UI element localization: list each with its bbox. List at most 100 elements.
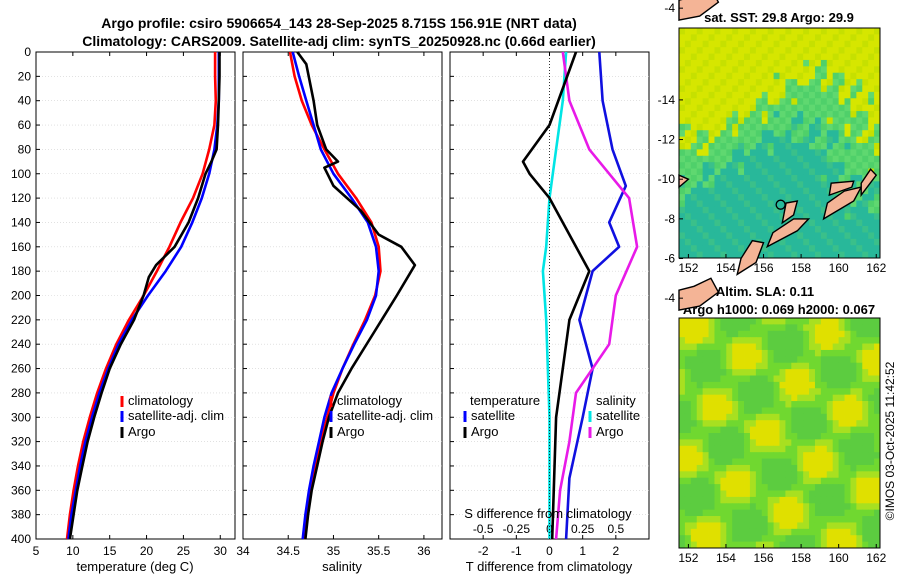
map-cell <box>803 330 810 338</box>
map-cell <box>708 349 715 357</box>
map-cell <box>684 490 692 498</box>
map-cell <box>714 503 721 511</box>
map-cell <box>820 471 828 479</box>
map-cell <box>732 413 739 421</box>
map-cell <box>874 79 881 86</box>
map-cell <box>874 516 881 523</box>
map-cell <box>708 477 715 485</box>
map-cell <box>738 394 745 402</box>
map-cell <box>690 337 698 344</box>
map-cell <box>679 471 686 479</box>
map-cell <box>820 407 828 415</box>
map-cell <box>797 503 804 511</box>
map-cell <box>755 420 763 428</box>
map-cell <box>850 219 857 227</box>
map-cell <box>814 324 822 332</box>
map-cell <box>844 490 851 498</box>
map-cell <box>826 47 834 54</box>
map-cell <box>761 452 769 459</box>
map-cell <box>874 174 881 182</box>
map-cell <box>773 149 780 157</box>
map-cell <box>779 40 786 48</box>
map-cell <box>708 143 715 150</box>
map-cell <box>767 143 774 150</box>
map-cell <box>797 330 804 338</box>
map-cell <box>732 349 739 357</box>
map-cell <box>803 407 810 415</box>
map-cell <box>767 522 774 530</box>
map-cell <box>868 356 875 364</box>
map-cell <box>720 232 727 240</box>
map-cell <box>826 503 834 511</box>
map-cell <box>714 509 721 517</box>
map-cell <box>803 117 810 125</box>
map-cell <box>785 452 792 459</box>
map-cell <box>738 541 745 549</box>
map-cell <box>826 496 834 504</box>
map-cell <box>702 528 709 536</box>
map-cell <box>814 394 822 402</box>
map-cell <box>820 535 828 543</box>
map-cell <box>838 413 845 421</box>
map-cell <box>696 155 704 163</box>
map-cell <box>684 219 692 227</box>
map-cell <box>708 238 715 246</box>
map-cell <box>690 362 698 370</box>
map-cell <box>679 407 686 415</box>
map-cell <box>767 219 774 227</box>
map-cell <box>844 98 851 106</box>
map-cell <box>732 528 739 536</box>
map-cell <box>797 136 804 144</box>
map-cell <box>708 490 715 498</box>
map-cell <box>862 111 869 118</box>
map-cell <box>832 130 840 138</box>
map-cell <box>696 251 704 259</box>
map-cell <box>684 420 692 428</box>
map-cell <box>779 509 786 517</box>
map-cell <box>820 324 828 332</box>
map-cell <box>838 117 845 125</box>
map-cell <box>856 362 863 370</box>
map-cell <box>773 509 780 517</box>
map-cell <box>714 251 721 259</box>
map-cell <box>702 420 709 428</box>
map-cell <box>785 445 792 453</box>
series-line-temperature-argo <box>564 51 628 540</box>
map-cell <box>720 541 727 549</box>
map-cell <box>791 356 798 364</box>
map-cell <box>797 213 804 221</box>
map-cell <box>732 407 739 415</box>
map-cell <box>749 528 757 536</box>
map-cell <box>749 318 757 325</box>
map-cell <box>708 381 715 389</box>
map-cell <box>684 72 692 80</box>
map-cell <box>803 238 810 246</box>
map-cell <box>714 496 721 504</box>
map-cell <box>696 28 704 35</box>
map-cell <box>803 162 810 169</box>
map-cell <box>744 130 751 138</box>
map-cell <box>785 496 792 504</box>
map-cell <box>690 187 698 195</box>
map-cell <box>690 349 698 357</box>
map-cell <box>726 168 733 176</box>
map-cell <box>767 111 774 118</box>
map-cell <box>732 85 739 93</box>
map-cell <box>761 420 769 428</box>
map-cell <box>826 155 834 163</box>
map-cell <box>844 503 851 511</box>
map-cell <box>838 213 845 221</box>
map-cell <box>720 66 727 74</box>
map-cell <box>755 490 763 498</box>
map-cell <box>832 535 840 543</box>
map-cell <box>696 168 704 176</box>
map-cell <box>779 238 786 246</box>
map-cell <box>862 528 869 536</box>
map-cell <box>684 226 692 233</box>
map-cell <box>826 528 834 536</box>
depth-tick-label: 80 <box>18 142 32 156</box>
map-cell <box>714 522 721 530</box>
map-cell <box>720 375 727 383</box>
map-cell <box>702 362 709 370</box>
